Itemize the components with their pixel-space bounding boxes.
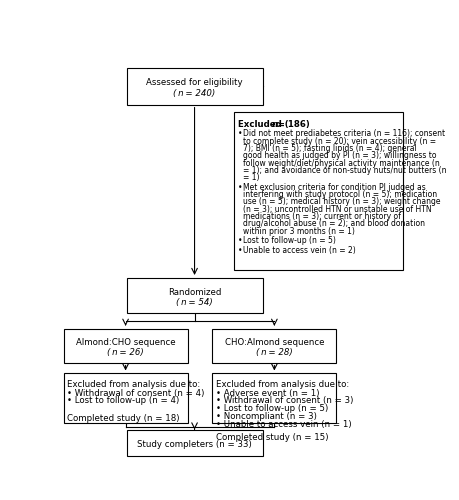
Text: to complete study (n = 20); vein accessibility (n =: to complete study (n = 20); vein accessi… [243, 136, 437, 145]
Text: use (n = 5); medical history (n = 3); weight change: use (n = 5); medical history (n = 3); we… [243, 198, 441, 206]
Text: Lost to follow-up (n = 5): Lost to follow-up (n = 5) [243, 236, 336, 246]
Text: • Withdrawal of consent (n = 3): • Withdrawal of consent (n = 3) [216, 396, 353, 406]
Text: = 1): = 1) [243, 173, 260, 182]
FancyBboxPatch shape [64, 374, 188, 424]
FancyBboxPatch shape [213, 328, 336, 362]
FancyBboxPatch shape [127, 278, 263, 314]
Text: Completed study (n = 18): Completed study (n = 18) [67, 414, 180, 423]
Text: • Adverse event (n = 1): • Adverse event (n = 1) [216, 389, 320, 398]
Text: drug/alcohol abuse (n = 2); and blood donation: drug/alcohol abuse (n = 2); and blood do… [243, 220, 425, 228]
Text: •: • [238, 236, 242, 246]
Text: medications (n = 3); current or history of: medications (n = 3); current or history … [243, 212, 401, 221]
Text: •: • [238, 130, 242, 138]
Text: interfering with study protocol (n = 5); medication: interfering with study protocol (n = 5);… [243, 190, 437, 199]
Text: • Unable to access vein (n = 1): • Unable to access vein (n = 1) [216, 420, 352, 428]
Text: • Lost to follow-up (n = 5): • Lost to follow-up (n = 5) [216, 404, 329, 413]
Text: within prior 3 months (n = 1): within prior 3 months (n = 1) [243, 226, 355, 235]
Text: ( n = 54): ( n = 54) [176, 298, 213, 307]
FancyBboxPatch shape [64, 328, 188, 362]
Text: • Noncompliant (n = 3): • Noncompliant (n = 3) [216, 412, 317, 421]
Text: •: • [238, 183, 242, 192]
FancyBboxPatch shape [213, 374, 336, 424]
Text: follow weight/diet/physical activity maintenance (n: follow weight/diet/physical activity mai… [243, 158, 440, 168]
Text: Unable to access vein (n = 2): Unable to access vein (n = 2) [243, 246, 356, 255]
Text: • Lost to follow-up (n = 4): • Lost to follow-up (n = 4) [67, 396, 180, 406]
Text: ( n = 26): ( n = 26) [107, 348, 144, 357]
Text: Completed study (n = 15): Completed study (n = 15) [216, 432, 329, 442]
Text: n: n [272, 120, 278, 129]
Text: Excluded (: Excluded ( [238, 120, 289, 129]
Text: (n = 3); uncontrolled HTN or unstable use of HTN: (n = 3); uncontrolled HTN or unstable us… [243, 205, 432, 214]
Text: •: • [238, 246, 242, 255]
Text: Randomized: Randomized [168, 288, 221, 297]
Text: = 1); and avoidance of non-study nuts/nut butters (n: = 1); and avoidance of non-study nuts/nu… [243, 166, 447, 175]
Text: good health as judged by PI (n = 3); willingness to: good health as judged by PI (n = 3); wil… [243, 151, 437, 160]
Text: = 186): = 186) [276, 120, 310, 129]
FancyBboxPatch shape [127, 68, 263, 104]
FancyBboxPatch shape [234, 112, 403, 270]
Text: Excluded from analysis due to:: Excluded from analysis due to: [67, 380, 201, 388]
Text: ( n = 240): ( n = 240) [174, 90, 216, 98]
Text: Almond:CHO sequence: Almond:CHO sequence [76, 338, 175, 347]
Text: ( n = 28): ( n = 28) [256, 348, 293, 357]
Text: Assessed for eligibility: Assessed for eligibility [146, 78, 243, 88]
Text: Study completers (n = 33): Study completers (n = 33) [137, 440, 252, 448]
Text: 7); BMI (n = 5); fasting lipids (n = 4); general: 7); BMI (n = 5); fasting lipids (n = 4);… [243, 144, 417, 153]
Text: Did not meet prediabetes criteria (n = 116); consent: Did not meet prediabetes criteria (n = 1… [243, 130, 446, 138]
Text: • Withdrawal of consent (n = 4): • Withdrawal of consent (n = 4) [67, 389, 205, 398]
Text: CHO:Almond sequence: CHO:Almond sequence [224, 338, 324, 347]
FancyBboxPatch shape [127, 430, 263, 456]
Text: Met exclusion criteria for condition PI judged as: Met exclusion criteria for condition PI … [243, 183, 426, 192]
Text: Excluded from analysis due to:: Excluded from analysis due to: [216, 380, 349, 388]
